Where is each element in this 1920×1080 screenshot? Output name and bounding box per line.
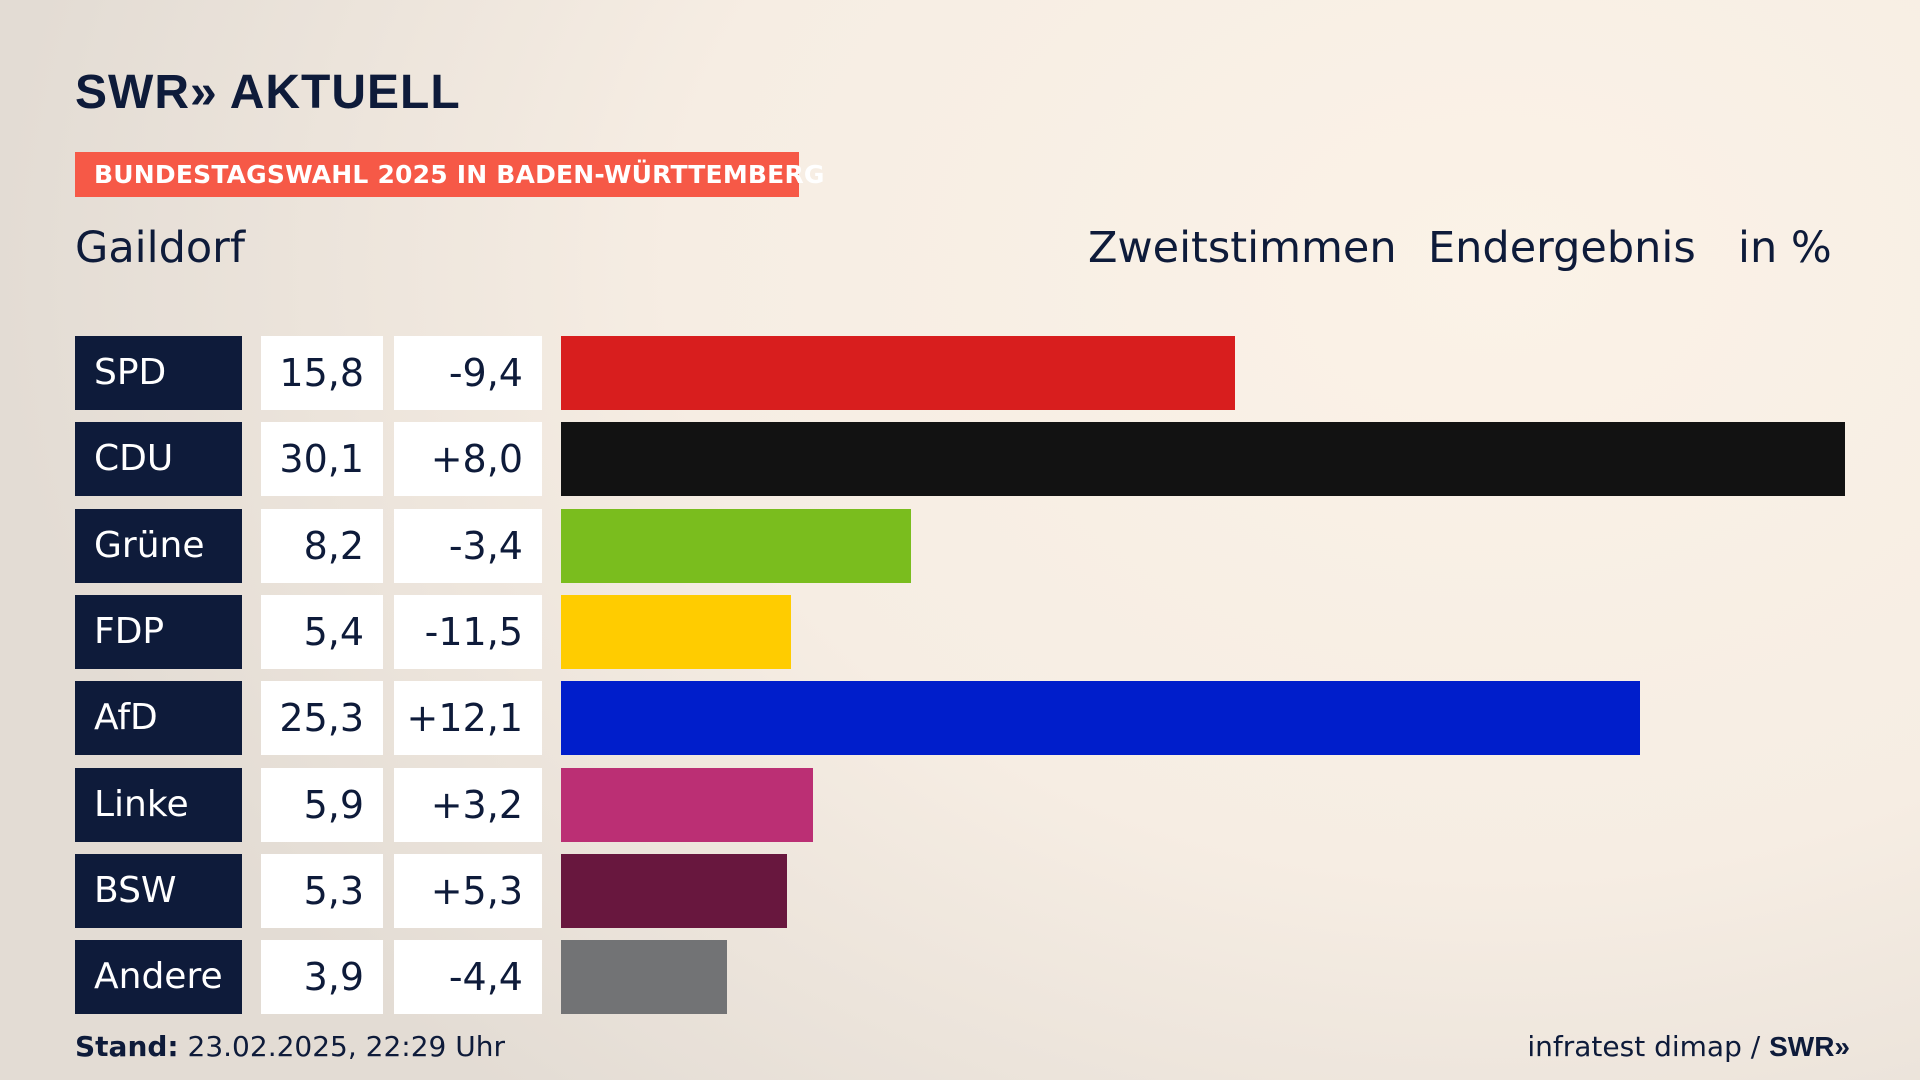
data-label-value: 15,8 — [261, 336, 383, 410]
result-row: BSW 5,3 +5,3 — [0, 853, 1920, 928]
data-label-value: 5,9 — [261, 767, 383, 842]
party-label: AfD — [75, 681, 242, 756]
bar — [561, 681, 1640, 756]
data-label-change: +5,3 — [394, 853, 542, 928]
data-label-change: +8,0 — [394, 422, 542, 497]
bar — [561, 422, 1845, 497]
data-label-value: 30,1 — [261, 422, 383, 497]
logo-aktuell: AKTUELL — [229, 66, 461, 119]
swr-aktuell-logo: SWR» AKTUELL — [75, 68, 461, 118]
party-label: CDU — [75, 422, 242, 497]
bar — [561, 940, 727, 1015]
result-row: CDU 30,1 +8,0 — [0, 422, 1920, 497]
chevron-right-icon: » — [189, 66, 217, 119]
result-row: AfD 25,3 +12,1 — [0, 681, 1920, 756]
result-row: FDP 5,4 -11,5 — [0, 594, 1920, 669]
data-label-change: -11,5 — [394, 594, 542, 669]
data-label-change: -9,4 — [394, 336, 542, 410]
party-label: Linke — [75, 767, 242, 842]
logo-swr: SWR — [75, 66, 190, 119]
source-credit: infratest dimap / SWR» — [1527, 1030, 1849, 1064]
result-row: SPD 15,8 -9,4 — [0, 336, 1920, 410]
bar — [561, 853, 787, 928]
election-tag: BUNDESTAGSWAHL 2025 IN BADEN-WÜRTTEMBERG — [75, 152, 824, 197]
result-row: Andere 3,9 -4,4 — [0, 940, 1920, 1015]
bar — [561, 767, 813, 842]
data-label-value: 5,3 — [261, 853, 383, 928]
party-label: BSW — [75, 853, 242, 928]
data-label-value: 5,4 — [261, 594, 383, 669]
party-label: SPD — [75, 336, 242, 410]
data-label-change: +3,2 — [394, 767, 542, 842]
timestamp: Stand: 23.02.2025, 22:29 Uhr — [75, 1030, 505, 1064]
party-label: Andere — [75, 940, 242, 1015]
party-label: FDP — [75, 594, 242, 669]
data-label-value: 8,2 — [261, 508, 383, 583]
header-vote-type: Zweitstimmen — [1088, 223, 1397, 273]
data-label-change: +12,1 — [394, 681, 542, 756]
bar — [561, 508, 911, 583]
timestamp-label: Stand: — [75, 1030, 179, 1063]
data-label-change: -3,4 — [394, 508, 542, 583]
data-label-value: 3,9 — [261, 940, 383, 1015]
result-row: Grüne 8,2 -3,4 — [0, 508, 1920, 583]
place-title: Gaildorf — [75, 223, 245, 273]
source-brand: SWR — [1769, 1031, 1835, 1062]
source-text: infratest dimap / — [1527, 1030, 1761, 1063]
party-label: Grüne — [75, 508, 242, 583]
data-label-change: -4,4 — [394, 940, 542, 1015]
result-row: Linke 5,9 +3,2 — [0, 767, 1920, 842]
timestamp-value: 23.02.2025, 22:29 Uhr — [187, 1030, 505, 1063]
chevron-right-icon: » — [1834, 1031, 1849, 1062]
bar — [561, 336, 1235, 410]
bar — [561, 594, 791, 669]
header-status: Endergebnis — [1428, 223, 1696, 273]
data-label-value: 25,3 — [261, 681, 383, 756]
header-unit: in % — [1738, 223, 1832, 273]
